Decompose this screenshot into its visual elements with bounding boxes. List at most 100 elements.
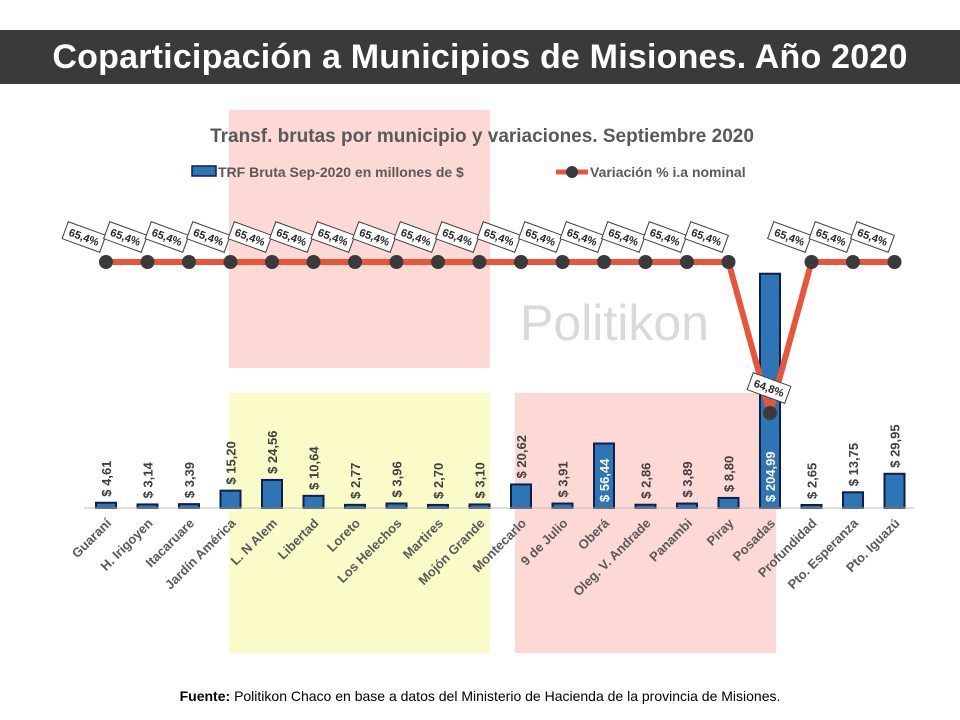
line-value-label: 65,4% xyxy=(310,221,356,253)
line-marker xyxy=(389,255,404,269)
bar xyxy=(510,483,532,510)
bar xyxy=(261,478,283,509)
line-marker xyxy=(140,255,155,269)
bar xyxy=(883,472,906,509)
bar-value-label: $ 8,80 xyxy=(722,456,737,492)
legend-bar-swatch xyxy=(191,165,217,177)
line-value-label-box xyxy=(434,221,481,253)
line-value-label: 65,4% xyxy=(600,221,647,253)
bar xyxy=(385,502,408,509)
source-label: Fuente: xyxy=(179,688,231,704)
line-value-label: 65,4% xyxy=(476,221,522,253)
bar-value-label: $ 56,44 xyxy=(597,458,612,502)
line-value-label: 65,4% xyxy=(434,221,481,253)
line-marker xyxy=(348,255,362,269)
line-marker xyxy=(804,255,819,269)
source-text: Politikon Chaco en base a datos del Mini… xyxy=(234,688,781,704)
line-value-label-box xyxy=(351,221,398,253)
line-marker xyxy=(431,255,445,269)
bar-value-label: $ 10,64 xyxy=(307,446,322,490)
line-value-label: 65,4% xyxy=(351,221,398,253)
line-value-label: 65,4% xyxy=(517,221,564,253)
line-value-label: 65,4% xyxy=(185,221,232,253)
title-bar: Coparticipación a Municipios de Misiones… xyxy=(0,30,960,84)
line-value-label-box xyxy=(808,221,854,253)
line-marker xyxy=(99,255,113,269)
chart-title: Transf. brutas por municipio y variacion… xyxy=(210,126,754,147)
line-value-label-box xyxy=(517,221,564,253)
bar-value-label: $ 3,39 xyxy=(182,462,197,498)
bar xyxy=(136,503,159,510)
line-value-label: 65,4% xyxy=(393,221,439,253)
line-value-label-box xyxy=(185,221,232,253)
category-label: Jardín América xyxy=(162,515,239,592)
line-value-label: 65,4% xyxy=(642,221,688,253)
line-value-label-box xyxy=(600,221,647,253)
line-marker xyxy=(638,255,653,269)
line-value-label-box xyxy=(102,221,149,253)
line-marker xyxy=(680,255,694,269)
line-value-label-box xyxy=(746,372,792,404)
line-marker xyxy=(223,255,238,269)
bar-value-label: $ 13,75 xyxy=(846,443,861,486)
bar xyxy=(178,503,200,509)
bar xyxy=(551,502,574,510)
line-value-label: 65,4% xyxy=(808,221,854,253)
line-value-label-box xyxy=(61,221,107,253)
bar-value-label: $ 15,20 xyxy=(224,441,239,484)
line-value-label-box xyxy=(144,221,190,253)
bar-value-label: $ 4,61 xyxy=(99,461,114,497)
bar-value-label: $ 2,70 xyxy=(431,463,446,499)
legend-line-label: Variación % i.a nominal xyxy=(590,164,746,180)
bar-value-label: $ 2,65 xyxy=(805,463,820,499)
line-value-label-box xyxy=(227,221,273,253)
bar-value-label: $ 3,91 xyxy=(556,461,571,497)
line-value-label-box xyxy=(310,221,356,253)
line-value-label-box xyxy=(476,221,522,253)
category-label: Pto. Esperanza xyxy=(785,515,862,592)
line-value-label-box xyxy=(683,221,730,253)
line-value-label: 64,8% xyxy=(746,372,792,404)
line-marker xyxy=(514,255,528,269)
bar-value-label: $ 204,99 xyxy=(763,451,778,502)
bar xyxy=(219,489,242,509)
bar xyxy=(468,503,491,510)
line-marker xyxy=(265,255,279,269)
bar xyxy=(842,491,864,509)
bar-value-label: $ 3,10 xyxy=(473,462,488,498)
legend-bar-label: TRF Bruta Sep-2020 en millones de $ xyxy=(218,164,464,180)
line-value-label-box xyxy=(393,221,439,253)
line-value-label-box xyxy=(268,221,315,253)
bar xyxy=(95,501,117,509)
line-marker xyxy=(763,406,777,420)
bar-value-label: $ 2,77 xyxy=(348,463,363,499)
bar-value-label: $ 3,89 xyxy=(680,461,695,497)
line-value-label: 65,4% xyxy=(268,221,315,253)
line-value-label-box xyxy=(642,221,688,253)
bar-value-label: $ 3,96 xyxy=(390,461,405,497)
line-marker xyxy=(472,255,487,269)
bar xyxy=(676,502,698,510)
line-value-label: 65,4% xyxy=(61,221,107,253)
line-value-label: 65,4% xyxy=(227,221,273,253)
bar-value-label: $ 3,14 xyxy=(141,461,156,498)
line-value-label: 65,4% xyxy=(849,221,896,253)
source-note: Fuente: Politikon Chaco en base a datos … xyxy=(0,688,960,704)
watermark: Politikon xyxy=(520,295,709,351)
band-pink-bottom xyxy=(515,393,776,653)
line-value-label: 65,4% xyxy=(766,221,813,253)
bar xyxy=(717,496,740,510)
band-yellow-bottom xyxy=(229,393,490,653)
bar-value-label: $ 29,95 xyxy=(888,424,903,467)
line-marker xyxy=(846,255,860,269)
line-value-label-box xyxy=(849,221,896,253)
line-value-label: 65,4% xyxy=(102,221,149,253)
bar-value-label: $ 2,86 xyxy=(639,463,654,499)
line-value-label-box xyxy=(766,221,813,253)
line-marker xyxy=(597,255,611,269)
line-marker xyxy=(555,255,570,269)
bar xyxy=(302,494,325,509)
line-marker xyxy=(306,255,321,269)
line-value-label: 65,4% xyxy=(559,221,605,253)
